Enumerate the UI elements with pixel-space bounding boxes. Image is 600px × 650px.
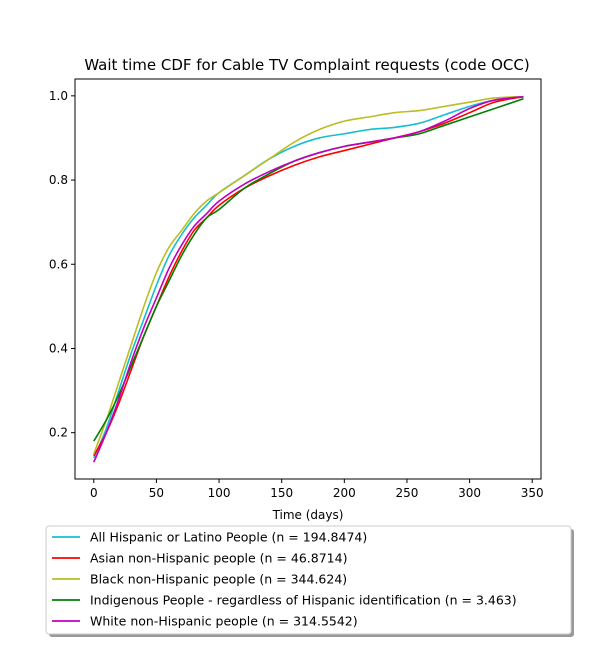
y-tick-label: 0.2 xyxy=(49,426,68,440)
legend-label: White non-Hispanic people (n = 314.5542) xyxy=(90,614,358,629)
x-tick-label: 250 xyxy=(396,486,419,500)
x-tick-label: 350 xyxy=(521,486,544,500)
legend-items: All Hispanic or Latino People (n = 194.8… xyxy=(52,530,517,629)
x-tick-label: 200 xyxy=(333,486,356,500)
legend-label: All Hispanic or Latino People (n = 194.8… xyxy=(90,530,367,545)
legend-box xyxy=(45,525,572,635)
y-tick-label: 1.0 xyxy=(49,89,68,103)
plot-frame xyxy=(74,78,542,480)
legend: All Hispanic or Latino People (n = 194.8… xyxy=(45,525,574,637)
legend-label: Asian non-Hispanic people (n = 46.8714) xyxy=(90,551,347,566)
y-tick-label: 0.8 xyxy=(49,173,68,187)
x-axis-label: Time (days) xyxy=(272,508,344,522)
legend-label: Black non-Hispanic people (n = 344.624) xyxy=(90,572,347,587)
series-line-3 xyxy=(93,98,524,442)
x-tick-label: 100 xyxy=(208,486,231,500)
series-line-2 xyxy=(93,95,524,455)
tick-layer: 0 50 100 150 200 250 300 350 0.2 0.4 0.6 0.8 1.0 xyxy=(49,89,544,500)
chart-title: Wait time CDF for Cable TV Complaint req… xyxy=(84,56,529,74)
x-tick-label: 300 xyxy=(458,486,481,500)
x-tick-label: 150 xyxy=(270,486,293,500)
x-tick-label: 50 xyxy=(149,486,164,500)
legend-label: Indigenous People - regardless of Hispan… xyxy=(90,593,517,608)
series-line-4 xyxy=(93,95,524,463)
series-layer xyxy=(93,95,524,463)
x-tick-label: 0 xyxy=(90,486,98,500)
y-tick-label: 0.4 xyxy=(49,341,68,355)
y-tick-label: 0.6 xyxy=(49,257,68,271)
